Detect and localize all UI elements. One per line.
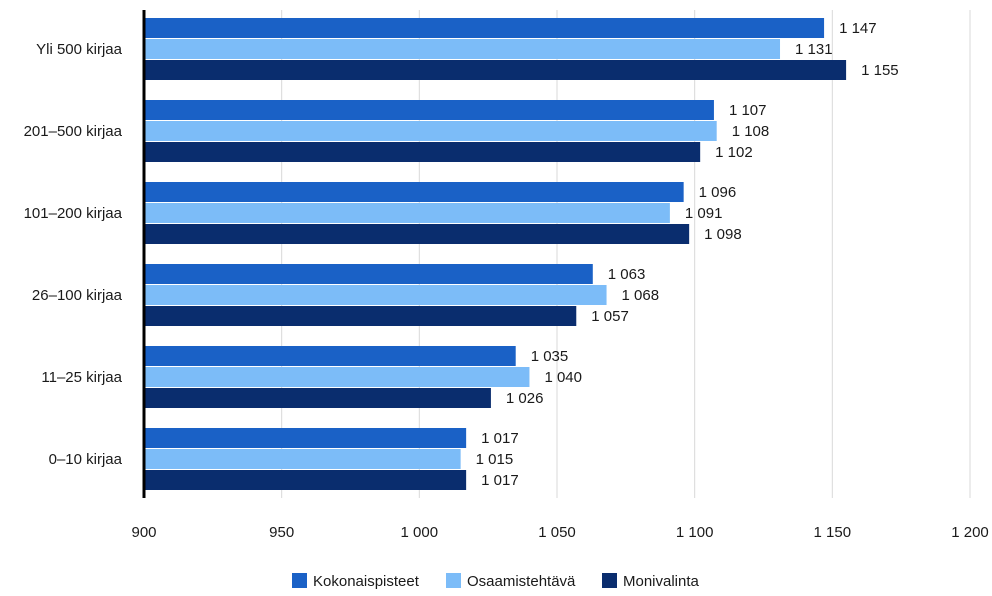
x-tick-label: 1 100 (676, 524, 714, 541)
bar (144, 285, 607, 305)
bar (144, 367, 530, 387)
data-label: 1 035 (531, 348, 569, 365)
bar (144, 264, 593, 284)
data-label: 1 015 (476, 451, 514, 468)
data-label: 1 098 (704, 226, 742, 243)
data-label: 1 040 (544, 369, 582, 386)
bar (144, 224, 690, 244)
x-tick-label: 1 150 (814, 524, 852, 541)
bar (144, 346, 516, 366)
data-label: 1 102 (715, 144, 753, 161)
legend-label: Kokonaispisteet (313, 573, 420, 590)
category-label: 201–500 kirjaa (24, 123, 123, 140)
legend-swatch (446, 573, 461, 588)
data-label: 1 155 (861, 62, 899, 79)
category-label: 101–200 kirjaa (24, 205, 123, 222)
bar (144, 449, 461, 469)
category-label: 26–100 kirjaa (32, 287, 123, 304)
data-label: 1 108 (732, 123, 770, 140)
bar (144, 388, 491, 408)
data-label: 1 026 (506, 390, 544, 407)
data-label: 1 068 (622, 287, 660, 304)
legend-swatch (602, 573, 617, 588)
category-label: Yli 500 kirjaa (36, 41, 123, 58)
bar (144, 142, 701, 162)
bar (144, 203, 670, 223)
data-label: 1 017 (481, 472, 519, 489)
x-tick-label: 1 000 (401, 524, 439, 541)
data-label: 1 147 (839, 20, 877, 37)
bar (144, 182, 684, 202)
bar (144, 100, 714, 120)
bar (144, 121, 717, 141)
data-label: 1 131 (795, 41, 833, 58)
data-label: 1 017 (481, 430, 519, 447)
category-label: 0–10 kirjaa (49, 451, 123, 468)
data-label: 1 096 (699, 184, 737, 201)
bar (144, 428, 467, 448)
data-label: 1 091 (685, 205, 723, 222)
bar (144, 470, 467, 490)
x-tick-label: 1 050 (538, 524, 576, 541)
bar (144, 306, 577, 326)
x-tick-label: 1 200 (951, 524, 989, 541)
legend-label: Monivalinta (623, 573, 700, 590)
x-tick-label: 900 (131, 524, 156, 541)
x-tick-label: 950 (269, 524, 294, 541)
bar (144, 39, 781, 59)
data-label: 1 107 (729, 102, 767, 119)
bar (144, 60, 847, 80)
legend-label: Osaamistehtävä (467, 573, 576, 590)
category-label: 11–25 kirjaa (41, 369, 122, 386)
data-label: 1 057 (591, 308, 629, 325)
bar (144, 18, 825, 38)
data-label: 1 063 (608, 266, 646, 283)
legend-swatch (292, 573, 307, 588)
